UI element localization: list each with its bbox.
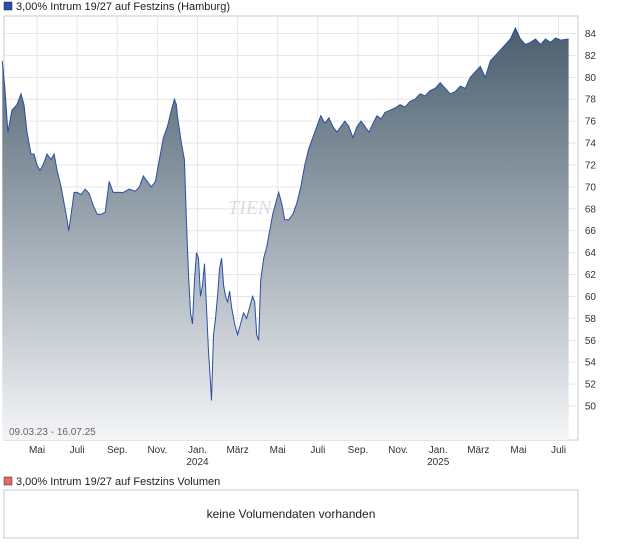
y-tick-label: 70 bbox=[585, 182, 597, 193]
x-tick-label: Juli bbox=[70, 445, 85, 456]
price-legend-swatch bbox=[3, 1, 13, 11]
y-tick-label: 78 bbox=[585, 95, 597, 106]
y-tick-label: 60 bbox=[585, 292, 597, 303]
y-tick-label: 58 bbox=[585, 314, 597, 325]
volume-plot-frame bbox=[3, 489, 579, 539]
x-tick-label: März bbox=[467, 445, 489, 456]
x-tick-year-label: 2025 bbox=[427, 457, 450, 468]
x-tick-label: Nov. bbox=[147, 445, 167, 456]
y-tick-label: 74 bbox=[585, 139, 597, 150]
y-tick-label: 82 bbox=[585, 51, 597, 62]
x-tick-label: Nov. bbox=[388, 445, 408, 456]
x-tick-label: Mai bbox=[270, 445, 286, 456]
x-tick-label: Juli bbox=[551, 445, 566, 456]
y-tick-label: 66 bbox=[585, 226, 597, 237]
y-tick-label: 54 bbox=[585, 358, 597, 369]
y-tick-label: 50 bbox=[585, 402, 597, 413]
y-axis-tick-labels: 50 52 54 56 58 60 62 64 66 68 70 72 74 76 78 80 82 84 bbox=[585, 29, 597, 413]
volume-empty-message: keine Volumendaten vorhanden bbox=[206, 507, 376, 521]
price-line bbox=[1, 26, 569, 401]
volume-legend-label: 3,00% Intrum 19/27 auf Festzins Volumen bbox=[16, 476, 220, 488]
y-tick-label: 80 bbox=[585, 73, 597, 84]
x-tick-year-label: 2024 bbox=[186, 457, 209, 468]
x-tick-label: Jan. bbox=[188, 445, 207, 456]
y-tick-label: 76 bbox=[585, 117, 597, 128]
volume-legend-swatch bbox=[3, 476, 13, 486]
watermark-text: TIEN bbox=[228, 197, 273, 219]
x-tick-label: Mai bbox=[29, 445, 45, 456]
price-area-fill bbox=[2, 28, 569, 440]
price-legend-label: 3,00% Intrum 19/27 auf Festzins (Hamburg… bbox=[16, 1, 230, 13]
date-range-label: 09.03.23 - 16.07.25 bbox=[9, 427, 96, 438]
y-tick-label: 84 bbox=[585, 29, 597, 40]
y-tick-label: 68 bbox=[585, 204, 597, 215]
x-tick-label: März bbox=[226, 445, 248, 456]
x-tick-label: Sep. bbox=[348, 445, 369, 456]
x-tick-label: Sep. bbox=[107, 445, 128, 456]
x-tick-label: Juli bbox=[310, 445, 325, 456]
y-tick-label: 62 bbox=[585, 270, 597, 281]
y-tick-label: 64 bbox=[585, 248, 597, 259]
x-tick-label: Mai bbox=[510, 445, 526, 456]
y-tick-label: 52 bbox=[585, 380, 597, 391]
y-tick-label: 56 bbox=[585, 336, 597, 347]
x-tick-label: Jan. bbox=[429, 445, 448, 456]
y-tick-label: 72 bbox=[585, 160, 597, 171]
